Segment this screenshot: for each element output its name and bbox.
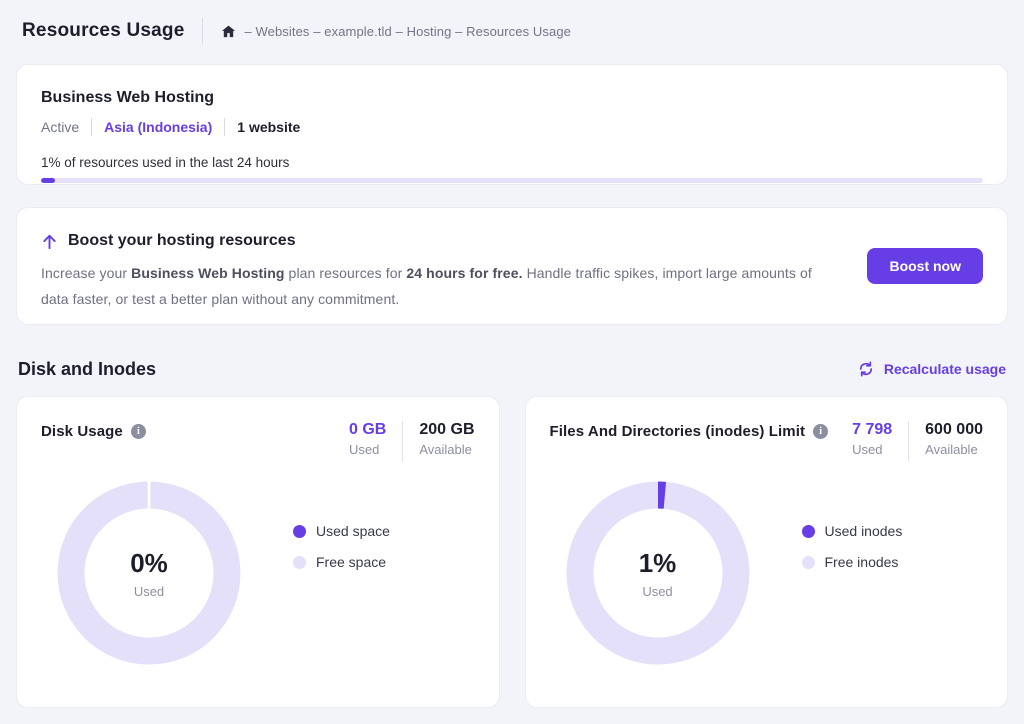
inodes-card-header: Files And Directories (inodes) Limit i 7… [549, 421, 983, 461]
boost-text-part: Handle traffic spikes, import large amou… [41, 265, 812, 307]
zero-slice-gap [147, 481, 151, 510]
disk-center-label: Used [133, 583, 165, 599]
inodes-limit-card: Files And Directories (inodes) Limit i 7… [524, 396, 1008, 708]
boost-title: Boost your hosting resources [68, 232, 296, 249]
disk-available-value: 200 GB [419, 421, 475, 438]
disk-usage-card: Disk Usage i 0 GB Used 200 GB Available [16, 396, 500, 708]
disk-available-label: Available [419, 442, 472, 457]
inodes-legend: Used inodes Free inodes [801, 523, 903, 665]
info-icon[interactable]: i [813, 424, 829, 439]
boost-text-part: Increase your [41, 265, 132, 281]
recalculate-usage-link[interactable]: Recalculate usage [857, 360, 1006, 378]
page-title: Resources Usage [22, 20, 185, 41]
resources-progress-fill [41, 178, 55, 183]
disk-legend: Used space Free space [293, 523, 390, 665]
recalculate-usage-label: Recalculate usage [883, 361, 1006, 377]
stats-divider [908, 421, 910, 461]
boost-description: Increase your Business Web Hosting plan … [41, 260, 983, 312]
donut-svg [57, 481, 241, 665]
inodes-available-value: 600 000 [925, 421, 983, 438]
used-space-dot [293, 524, 306, 538]
plan-websites-count: 1 website [237, 119, 301, 135]
donut-svg [566, 481, 749, 665]
free-space-dot [293, 555, 306, 569]
disk-usage-body: 0% Used Used space Free space [41, 481, 475, 665]
boost-now-button[interactable]: Boost now [867, 248, 983, 284]
boost-card-header: Boost your hosting resources [41, 232, 983, 250]
home-icon[interactable] [221, 24, 236, 39]
legend-item-used-space: Used space [293, 523, 390, 539]
disk-usage-card-header: Disk Usage i 0 GB Used 200 GB Available [41, 421, 475, 461]
arrow-up-icon [41, 233, 58, 250]
disk-usage-title: Disk Usage [41, 423, 123, 440]
inodes-stats: 7 798 Used 600 000 Available [852, 421, 983, 461]
disk-inodes-section-header: Disk and Inodes Recalculate usage [16, 355, 1008, 383]
legend-item-used-inodes: Used inodes [801, 523, 903, 539]
inodes-donut-center: 1% Used [566, 481, 750, 665]
plan-region-link[interactable]: Asia (Indonesia) [104, 119, 213, 135]
used-inodes-dot [801, 524, 815, 538]
legend-label: Used space [316, 523, 390, 539]
header-divider [202, 18, 204, 44]
disk-used-value: 0 GB [349, 421, 387, 438]
status-divider [91, 118, 93, 136]
disk-usage-donut-chart: 0% Used [57, 481, 241, 665]
inodes-used-label: Used [852, 442, 883, 457]
breadcrumb[interactable]: – Websites – example.tld – Hosting – Res… [244, 23, 571, 39]
boost-text-bold: 24 hours for free. [406, 265, 523, 281]
legend-item-free-space: Free space [293, 554, 390, 570]
legend-label: Used inodes [824, 523, 903, 539]
inodes-available-label: Available [925, 442, 978, 457]
legend-item-free-inodes: Free inodes [801, 554, 903, 570]
resources-progress-bar [41, 178, 983, 183]
disk-usage-stats: 0 GB Used 200 GB Available [349, 421, 475, 461]
boost-text-part: plan resources for [284, 265, 407, 281]
disk-donut-center: 0% Used [57, 481, 241, 665]
resources-usage-page: Resources Usage – Websites – example.tld… [16, 0, 1008, 708]
plan-status-row: Active Asia (Indonesia) 1 website [41, 118, 983, 136]
usage-cards-row: Disk Usage i 0 GB Used 200 GB Available [16, 396, 1008, 708]
boost-text-bold: Business Web Hosting [131, 265, 285, 281]
free-inodes-dot [801, 555, 815, 569]
legend-label: Free space [316, 554, 387, 570]
resources-usage-text: 1% of resources used in the last 24 hour… [41, 155, 290, 170]
inodes-center-label: Used [642, 583, 673, 599]
inodes-used-value: 7 798 [852, 421, 893, 438]
inodes-limit-title: Files And Directories (inodes) Limit [549, 423, 806, 440]
disk-used-label: Used [349, 442, 380, 457]
status-divider [224, 118, 226, 136]
stats-divider [402, 421, 404, 461]
section-title: Disk and Inodes [18, 358, 157, 379]
boost-card: Boost your hosting resources Increase yo… [16, 207, 1008, 325]
inodes-percent-used: 1% [638, 547, 677, 578]
refresh-icon [859, 361, 872, 377]
page-header: Resources Usage – Websites – example.tld… [16, 0, 1008, 56]
disk-percent-used: 0% [130, 547, 168, 578]
info-icon[interactable]: i [130, 424, 146, 439]
plan-title: Business Web Hosting [41, 89, 215, 106]
plan-status-badge: Active [41, 119, 80, 135]
legend-label: Free inodes [824, 554, 899, 570]
inodes-usage-body: 1% Used Used inodes Free inodes [550, 481, 984, 665]
plan-card: Business Web Hosting Active Asia (Indone… [16, 64, 1008, 185]
inodes-usage-donut-chart: 1% Used [566, 481, 750, 665]
